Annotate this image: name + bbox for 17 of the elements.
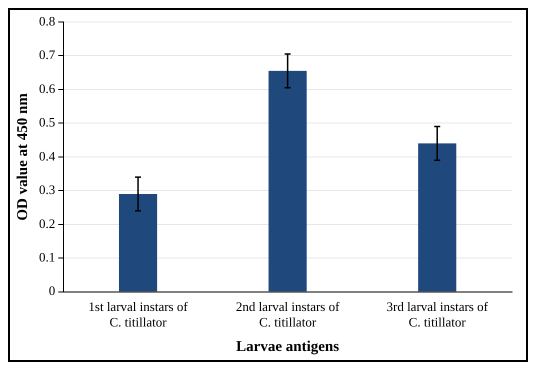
y-tick-label: 0.5 xyxy=(39,114,56,130)
x-axis-title: Larvae antigens xyxy=(236,338,340,355)
bar xyxy=(118,194,158,292)
x-tick-label: 1st larval instars of C. titillator xyxy=(88,299,188,330)
y-tick-label: 0.1 xyxy=(39,249,56,264)
x-tick-label: 3rd larval instars of C. titillator xyxy=(386,299,489,330)
y-tick-label: 0.6 xyxy=(39,80,56,96)
y-tick-label: 0.7 xyxy=(39,47,56,62)
x-tick-label: 2nd larval instars of C. titillator xyxy=(236,299,340,330)
y-tick-label: 0.3 xyxy=(39,182,56,198)
bar xyxy=(268,70,307,292)
y-tick-label: 0.4 xyxy=(39,148,56,164)
y-tick-label: 0.8 xyxy=(39,13,56,28)
y-tick-label: 0.2 xyxy=(39,216,56,231)
y-tick-label: 0 xyxy=(48,283,56,298)
bar xyxy=(418,143,456,292)
y-axis-title: OD value at 450 nm xyxy=(14,92,31,221)
